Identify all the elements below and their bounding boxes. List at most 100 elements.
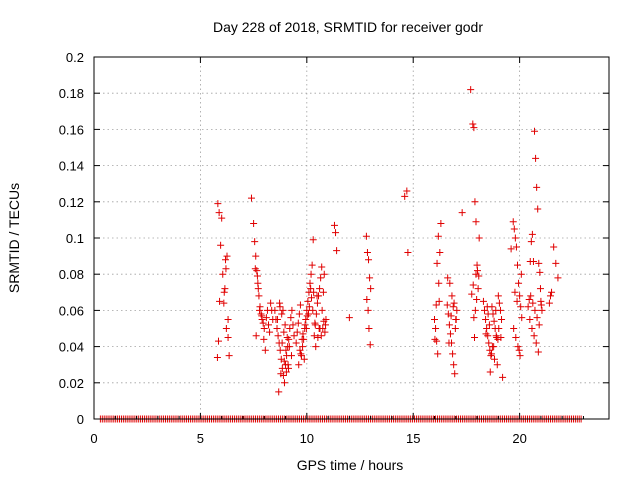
data-point xyxy=(517,270,525,278)
data-point xyxy=(280,379,288,387)
data-point xyxy=(527,238,535,246)
data-point xyxy=(252,252,260,260)
data-point xyxy=(472,218,480,226)
data-point xyxy=(311,319,319,327)
data-point xyxy=(280,328,288,336)
data-point xyxy=(317,332,325,340)
data-point xyxy=(363,296,371,304)
data-point xyxy=(554,274,562,282)
data-point xyxy=(443,301,451,309)
data-point xyxy=(499,373,507,381)
data-point xyxy=(447,312,455,320)
data-point xyxy=(467,86,475,94)
data-point xyxy=(220,288,228,296)
data-point xyxy=(448,292,456,300)
data-point xyxy=(312,310,320,318)
data-point xyxy=(299,343,307,351)
data-point xyxy=(526,315,534,323)
data-point xyxy=(320,270,328,278)
data-point xyxy=(509,218,517,226)
data-point xyxy=(450,361,458,369)
data-point xyxy=(449,303,457,311)
data-point xyxy=(282,368,290,376)
data-point xyxy=(288,306,296,314)
data-point xyxy=(529,258,537,266)
data-point xyxy=(310,332,318,340)
data-point xyxy=(224,315,232,323)
data-point xyxy=(515,279,523,287)
data-point xyxy=(514,343,522,351)
data-point xyxy=(524,303,532,311)
data-point xyxy=(303,312,311,320)
data-point xyxy=(469,120,477,128)
data-point xyxy=(545,299,553,307)
data-point xyxy=(256,306,264,314)
data-point xyxy=(486,368,494,376)
data-point xyxy=(318,263,326,271)
data-point xyxy=(266,328,274,336)
data-point xyxy=(275,388,283,396)
data-point xyxy=(487,352,495,360)
data-point xyxy=(313,299,321,307)
data-point xyxy=(483,325,491,332)
data-point xyxy=(305,303,313,311)
data-point xyxy=(535,259,543,267)
data-point xyxy=(471,198,479,206)
y-tick-label: 0.1 xyxy=(66,231,84,246)
data-point xyxy=(274,332,282,340)
data-point xyxy=(330,221,338,229)
data-point xyxy=(286,325,294,332)
y-tick-label: 0.18 xyxy=(59,86,84,101)
data-point xyxy=(224,334,232,342)
data-point xyxy=(345,314,353,322)
data-point xyxy=(364,306,372,314)
data-point xyxy=(471,334,479,342)
data-point xyxy=(450,299,458,307)
data-point xyxy=(308,261,316,269)
data-point xyxy=(305,310,313,318)
data-point xyxy=(484,332,492,340)
y-axis-label: SRMTID / TECUs xyxy=(6,183,22,293)
data-point xyxy=(469,281,477,289)
data-point xyxy=(321,328,329,336)
data-point xyxy=(403,187,411,195)
data-point xyxy=(507,245,515,253)
data-point xyxy=(251,238,259,246)
data-point xyxy=(485,339,493,347)
data-point xyxy=(322,321,330,329)
data-point xyxy=(259,319,267,327)
data-point xyxy=(214,337,222,345)
y-axis: 0 0.02 0.04 0.06 0.08 0.1 0.12 0.14 0.16 0.18 0.2 xyxy=(59,50,609,427)
data-point xyxy=(435,279,443,287)
data-point xyxy=(533,183,541,191)
data-point xyxy=(251,265,259,273)
data-point xyxy=(432,325,440,332)
data-point xyxy=(366,274,374,282)
data-point xyxy=(515,346,523,354)
data-point xyxy=(304,297,312,305)
data-point xyxy=(220,299,228,307)
data-point xyxy=(511,234,519,242)
data-point xyxy=(313,292,321,300)
data-point xyxy=(283,334,291,342)
data-point xyxy=(527,292,535,300)
y-tick-label: 0.04 xyxy=(59,340,84,355)
grid-lines xyxy=(94,57,609,419)
chart-title: Day 228 of 2018, SRMTID for receiver god… xyxy=(213,19,483,35)
data-point xyxy=(253,272,261,280)
y-tick-label: 0.06 xyxy=(59,303,84,318)
data-point xyxy=(277,355,285,363)
data-point xyxy=(282,346,290,354)
data-point xyxy=(513,261,521,269)
data-point xyxy=(511,288,519,296)
data-point xyxy=(435,297,443,305)
data-point xyxy=(525,296,533,304)
data-point xyxy=(310,288,318,296)
data-point xyxy=(273,315,281,323)
data-point xyxy=(517,303,525,311)
y-tick-label: 0.2 xyxy=(66,50,84,65)
data-point xyxy=(548,288,556,296)
data-point xyxy=(309,236,317,244)
data-point xyxy=(214,200,222,208)
data-point xyxy=(261,346,269,354)
